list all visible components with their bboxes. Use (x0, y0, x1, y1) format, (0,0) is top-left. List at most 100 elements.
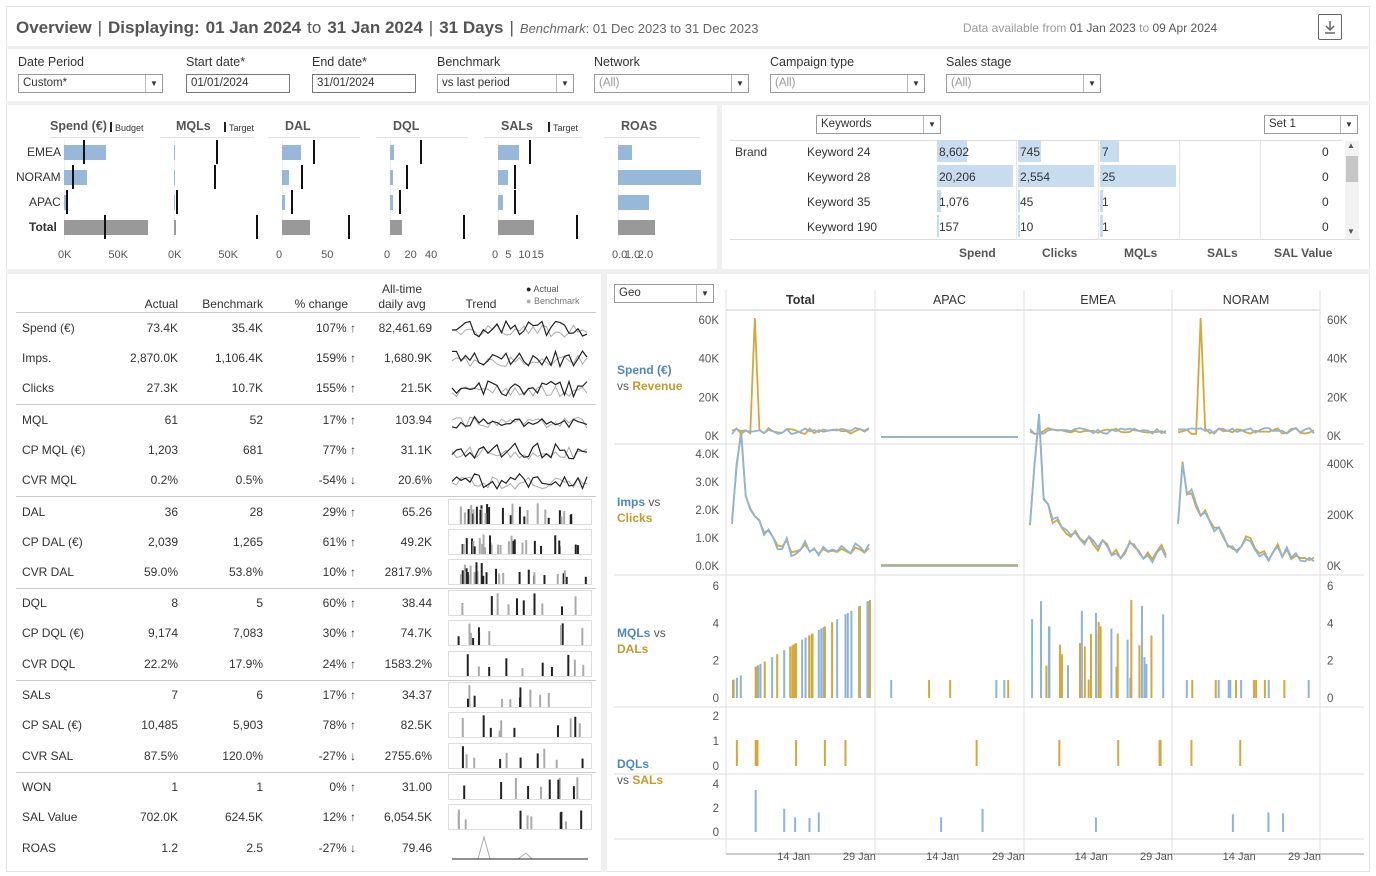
panel-header-line (268, 137, 360, 138)
trend-sparkline[interactable] (448, 682, 592, 708)
region-bar[interactable] (282, 170, 289, 185)
trend-sparkline[interactable] (448, 499, 592, 525)
date-period-select[interactable]: Custom* ▼ (18, 74, 163, 93)
reference-text: Target (229, 123, 255, 133)
region-bar[interactable] (174, 195, 175, 210)
trend-sparkline[interactable] (448, 467, 592, 493)
region-bar[interactable] (174, 170, 175, 185)
geo-dimension-select[interactable]: Geo ▼ (614, 284, 714, 303)
mql-dal-bar (1140, 605, 1143, 698)
region-bar[interactable] (498, 145, 519, 160)
scroll-down-icon[interactable]: ▼ (1347, 227, 1355, 236)
keyword-name[interactable]: Keyword 35 (807, 195, 871, 209)
trend-sparkline[interactable] (448, 774, 592, 800)
benchmark-select[interactable]: vs last period ▼ (437, 74, 574, 93)
keyword-scrollbar[interactable]: ▲ ▼ (1345, 141, 1359, 239)
axis-tick-label: 0.0 (612, 249, 628, 261)
metric-name: CP DQL (€) (22, 626, 85, 640)
metric-change: 17% ↑ (322, 688, 356, 702)
sales-stage-select[interactable]: (All) ▼ (946, 74, 1101, 93)
keyword-column-header[interactable]: Clicks (1042, 246, 1078, 260)
mql-dal-bar (1060, 654, 1063, 698)
regional-panel-title: SALs (501, 119, 533, 133)
trend-sparkline[interactable] (448, 712, 592, 738)
trend-sparkline[interactable] (448, 804, 592, 830)
mql-dal-bar (1116, 633, 1119, 698)
download-icon[interactable] (1318, 14, 1342, 40)
trend-sparkline[interactable] (448, 437, 592, 463)
region-bar[interactable] (174, 220, 176, 235)
keyword-name[interactable]: Keyword 190 (807, 220, 878, 234)
bm-colon: : (585, 21, 590, 36)
trend-sparkline[interactable] (448, 743, 592, 769)
trend-sparkline[interactable] (448, 375, 592, 401)
legend-actual: ● Actual (526, 284, 559, 294)
axis-tick-label: 1.0 (624, 249, 641, 261)
region-bar[interactable] (390, 170, 394, 185)
region-bar[interactable] (498, 170, 509, 185)
metric-change: -27% ↓ (318, 841, 356, 855)
region-bar[interactable] (390, 220, 403, 235)
region-bar[interactable] (618, 220, 655, 235)
mql-dal-bar (1150, 635, 1153, 698)
metric-benchmark: 10.7K (231, 381, 263, 395)
scrollbar-thumb[interactable] (1346, 156, 1358, 182)
imps-line (731, 433, 870, 558)
campaign-type-select[interactable]: (All) ▼ (770, 74, 925, 93)
trend-sparkline[interactable] (448, 651, 592, 677)
trend-sparkline[interactable] (448, 620, 592, 646)
legend-benchmark-label: Benchmark (533, 296, 580, 306)
mql-dal-bar (850, 610, 853, 698)
keyword-name[interactable]: Keyword 28 (807, 170, 871, 184)
region-bar[interactable] (282, 220, 311, 235)
trend-sparkline[interactable] (448, 835, 592, 861)
metric-name: DQL (22, 596, 47, 610)
region-bar[interactable] (282, 145, 301, 160)
end-date-input[interactable]: 31/01/2024 (312, 74, 416, 93)
region-bar[interactable] (282, 195, 286, 210)
region-bar[interactable] (174, 145, 176, 160)
trend-sparkline[interactable] (448, 529, 592, 555)
keyword-column-header[interactable]: Spend (959, 246, 996, 260)
mql-dal-bar (1191, 680, 1194, 698)
keyword-column-header[interactable]: MQLs (1124, 246, 1158, 260)
keyword-column-header[interactable]: SALs (1207, 246, 1238, 260)
region-bar[interactable] (498, 195, 504, 210)
col-benchmark: Benchmark (202, 297, 263, 311)
header-divider (16, 312, 596, 313)
keyword-name[interactable]: Keyword 24 (807, 145, 871, 159)
metric-benchmark: 1,106.4K (214, 351, 263, 365)
start-date-input[interactable]: 01/01/2024 (186, 74, 290, 93)
x-tick-label: 14 Jan (926, 851, 959, 863)
network-select[interactable]: (All) ▼ (594, 74, 749, 93)
region-bar[interactable] (618, 170, 701, 185)
region-bar[interactable] (498, 220, 535, 235)
region-bar[interactable] (618, 195, 649, 210)
keyword-value: 20,206 (939, 170, 976, 184)
trend-sparkline[interactable] (448, 315, 592, 341)
group-divider (16, 588, 596, 589)
region-bar[interactable] (390, 195, 394, 210)
keyword-column-header[interactable]: SAL Value (1274, 246, 1333, 260)
region-bar[interactable] (618, 145, 632, 160)
metric-benchmark: 52 (249, 413, 263, 427)
region-bar[interactable] (64, 170, 88, 185)
reference-text: Budget (115, 123, 144, 133)
region-bar[interactable] (64, 145, 106, 160)
keyword-set-select[interactable]: Set 1 ▼ (1264, 115, 1358, 134)
trend-sparkline[interactable] (448, 559, 592, 585)
trend-sparkline[interactable] (448, 345, 592, 371)
mql-dal-bar (732, 679, 735, 698)
region-bar[interactable] (390, 145, 395, 160)
metric-alltime: 6,054.5K (383, 810, 432, 824)
avail-until: 09 Apr 2024 (1152, 21, 1218, 35)
scroll-up-icon[interactable]: ▲ (1347, 141, 1355, 150)
region-label: Total (29, 220, 57, 234)
mql-dal-bar (1227, 680, 1230, 698)
trend-sparkline[interactable] (448, 590, 592, 616)
chevron-down-icon: ▼ (731, 75, 748, 92)
trend-sparkline[interactable] (448, 407, 592, 433)
region-bar[interactable] (64, 220, 148, 235)
keyword-dimension-select[interactable]: Keywords ▼ (816, 115, 941, 134)
mql-dal-bar (822, 627, 825, 698)
